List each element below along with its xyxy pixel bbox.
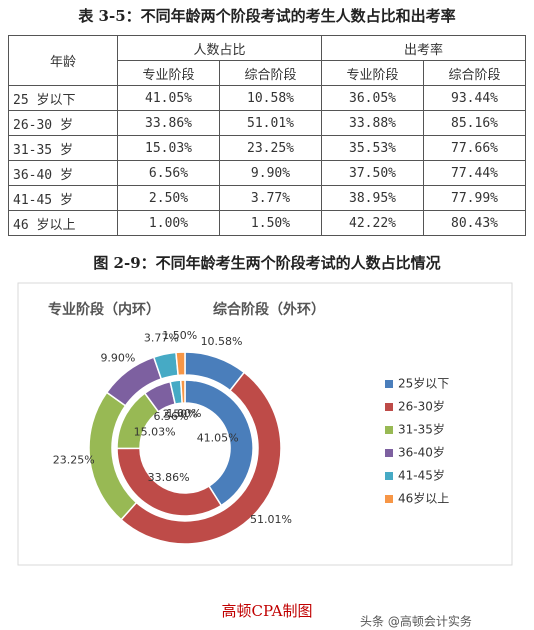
table-cell: 42.22% xyxy=(321,210,424,236)
table-cell: 年龄 xyxy=(8,35,118,86)
table-cell: 1.50% xyxy=(219,210,322,236)
table-cell: 38.95% xyxy=(321,185,424,211)
figure-title: 图 2-9：不同年龄考生两个阶段考试的人数占比情况 xyxy=(93,254,441,272)
table-cell: 专业阶段 xyxy=(117,60,220,86)
table-cell: 77.66% xyxy=(423,135,526,161)
data-label: 33.86% xyxy=(148,471,190,484)
table-cell: 1.00% xyxy=(117,210,220,236)
data-label: 41.05% xyxy=(197,432,239,445)
data-label: 51.01% xyxy=(250,513,292,526)
footer: 高顿CPA制图 xyxy=(221,602,312,620)
table-row: 年龄 人数占比 出考率 xyxy=(8,35,526,86)
data-label: 9.90% xyxy=(100,351,135,364)
series-name: 专业阶段（内环） xyxy=(48,301,160,318)
table-cell: 93.44% xyxy=(423,85,526,111)
legend-swatch xyxy=(385,495,393,503)
table-cell: 33.86% xyxy=(117,110,220,136)
table-cell: 2.50% xyxy=(117,185,220,211)
table-cell: 85.16% xyxy=(423,110,526,136)
table-row: 31-35 岁 15.03% 23.25% 35.53% 77.66% xyxy=(8,135,526,161)
donut-segment xyxy=(184,379,254,507)
table-row: 46 岁以上 1.00% 1.50% 42.22% 80.43% xyxy=(8,210,526,236)
watermark: 头条 @高顿会计实务 xyxy=(360,614,472,629)
table-cell: 25 岁以下 xyxy=(8,85,118,111)
legend-label: 36-40岁 xyxy=(398,445,445,460)
table-row: 41-45 岁 2.50% 3.77% 38.95% 77.99% xyxy=(8,185,526,211)
table-cell: 46 岁以上 xyxy=(8,210,118,236)
data-label: 23.25% xyxy=(53,454,95,467)
table-cell: 综合阶段 xyxy=(423,60,526,86)
legend-swatch xyxy=(385,380,393,388)
legend-label: 41-45岁 xyxy=(398,468,445,483)
table-cell: 80.43% xyxy=(423,210,526,236)
legend-label: 31-35岁 xyxy=(398,422,445,437)
data-label: 2.50% xyxy=(163,407,198,420)
table-cell: 77.99% xyxy=(423,185,526,211)
chart-frame xyxy=(17,282,513,566)
table-row: 36-40 岁 6.56% 9.90% 37.50% 77.44% xyxy=(8,160,526,186)
data-label: 15.03% xyxy=(134,426,176,439)
table-cell: 36.05% xyxy=(321,85,424,111)
table-row: 专业阶段 综合阶段 专业阶段 综合阶段 xyxy=(9,60,526,86)
table-cell: 人数占比 xyxy=(117,35,322,61)
table-cell: 10.58% xyxy=(219,85,322,111)
data-label: 1.00% xyxy=(166,407,201,420)
legend-label: 26-30岁 xyxy=(398,399,445,414)
table-cell: 出考率 xyxy=(321,35,526,61)
data-label: 1.50% xyxy=(162,329,197,342)
data-table: 年龄 人数占比 出考率 专业阶段 综合阶段 专业阶段 综合阶段 25 岁以下 41.05% 10.… xyxy=(8,35,526,236)
data-label: 3.77% xyxy=(144,332,179,345)
donut-segment xyxy=(120,371,282,545)
table-cell: 23.25% xyxy=(219,135,322,161)
donut-segment xyxy=(179,379,186,404)
table-cell: 15.03% xyxy=(117,135,220,161)
table-cell: 9.90% xyxy=(219,160,322,186)
table-title: 表 3-5：不同年龄两个阶段考试的考生人数占比和出考率 xyxy=(78,7,456,25)
legend-label: 46岁以上 xyxy=(398,491,449,506)
data-label: 10.58% xyxy=(201,335,243,348)
legend-swatch xyxy=(385,426,393,434)
legend-swatch xyxy=(385,472,393,480)
donut-segment xyxy=(175,351,186,377)
legend-label: 25岁以下 xyxy=(398,376,449,391)
legend-swatch xyxy=(385,403,393,411)
data-label: 6.56% xyxy=(153,410,188,423)
table-cell: 33.88% xyxy=(321,110,424,136)
legend-swatch xyxy=(385,449,393,457)
series-name: 综合阶段（外环） xyxy=(213,301,325,318)
